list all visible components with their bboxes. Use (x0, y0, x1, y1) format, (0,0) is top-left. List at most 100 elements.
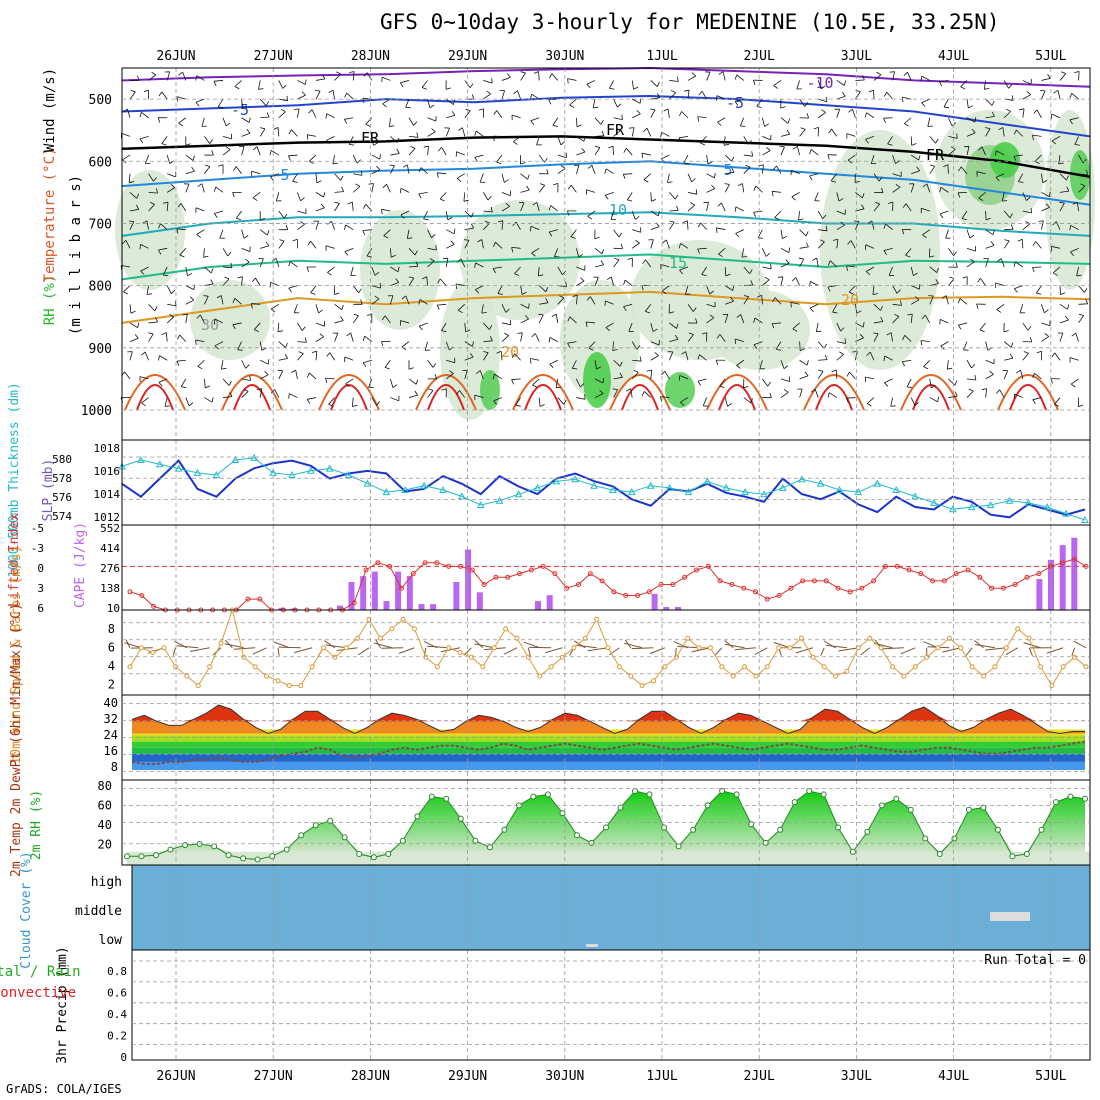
wind-barb (197, 359, 205, 367)
wind-barb (1017, 238, 1023, 242)
wind-barb (966, 360, 972, 369)
wind-barb (210, 268, 214, 274)
wind-barb (957, 324, 962, 330)
wind-barb (243, 235, 249, 239)
wind-barb (241, 276, 243, 286)
rh-point (399, 837, 406, 844)
wind-barb (213, 186, 217, 192)
wind-barb (551, 313, 557, 317)
lifted-index-point (363, 567, 369, 573)
wind-barb (939, 319, 949, 324)
wind-barb (504, 179, 509, 183)
wind-barb (706, 154, 709, 164)
rh-point (719, 788, 726, 794)
wind-barb (810, 281, 819, 286)
wind-barb (384, 367, 390, 370)
wind-barb (771, 322, 782, 324)
wind-barb (246, 129, 251, 134)
wind-barb (182, 71, 187, 81)
wind-barb (211, 397, 214, 403)
thickness-point (684, 488, 693, 496)
thickness-tick-label: 578 (52, 472, 72, 485)
x-tick-label-top: 2JUL (744, 49, 775, 64)
wind-barb (1047, 73, 1051, 79)
wind-barb (514, 353, 521, 361)
wind-barb (137, 322, 140, 328)
wind-speed-point (719, 664, 725, 670)
wind-barb (334, 73, 341, 81)
wind-barb (123, 108, 128, 113)
wind-barb (501, 77, 511, 81)
wind-barb (195, 207, 205, 212)
wind-barb (1018, 173, 1024, 182)
lifted-index-point (1024, 574, 1030, 580)
cape-bar (1071, 537, 1078, 610)
wind-barb (839, 351, 844, 355)
wind-barb (352, 186, 361, 193)
surface-wind-barb (675, 647, 677, 656)
wind-barb (935, 279, 939, 284)
wind-barb (968, 388, 974, 392)
pressure-axis-title: (m i l l i b a r s) (68, 175, 84, 335)
wind-barb (903, 71, 908, 76)
wind-barb (680, 243, 689, 249)
wind-barb (945, 229, 949, 239)
wind-speed-point (377, 635, 383, 641)
wind-barb (588, 341, 596, 349)
wind-barb (650, 192, 652, 202)
wind-barb (148, 74, 157, 81)
wind-barb (806, 113, 809, 119)
wind-barb (539, 404, 545, 407)
wind-barb (427, 98, 431, 108)
cloud-cover-fill (132, 865, 1090, 950)
wind-barb (643, 127, 648, 132)
wind-barb (827, 285, 837, 288)
lifted-index-point (469, 567, 475, 573)
wind-barb (1066, 175, 1069, 181)
wind-barb (464, 240, 470, 249)
wind-barb (174, 300, 177, 306)
lifted-index-point (788, 585, 794, 591)
wind-barb (890, 332, 893, 342)
wind-barb (1003, 370, 1009, 380)
cape-bar (371, 571, 378, 610)
surface-wind-barb (224, 643, 244, 649)
warm-contour (124, 374, 186, 411)
rh-area (127, 791, 1085, 852)
surface-wind-barb (277, 647, 280, 656)
wind-barb (156, 188, 158, 194)
wind-barb (500, 351, 503, 361)
wind-barb (623, 303, 633, 307)
wind-barb (887, 136, 893, 145)
wind-barb (724, 184, 730, 193)
wind-barb (340, 316, 344, 321)
wind-barb (436, 172, 439, 178)
wind-barb (1022, 108, 1025, 118)
wind-speed-point (1049, 683, 1055, 689)
rh-point (269, 853, 276, 860)
temp-tick-label: 24 (104, 728, 118, 742)
wind-barb (166, 316, 175, 324)
wind-barb (750, 280, 754, 286)
wind-barb (830, 180, 836, 183)
wind-barb (911, 143, 917, 146)
wind-barb (846, 265, 856, 268)
wind-barb (1059, 190, 1069, 193)
wind-speed-point (867, 635, 873, 641)
wind-barb (557, 397, 565, 405)
wind-barb (985, 217, 991, 221)
wind-barb (315, 322, 325, 327)
wind-barb (1054, 352, 1061, 361)
wind-barb (530, 120, 535, 125)
wind-barb (632, 359, 642, 362)
wind-barb (661, 285, 670, 292)
lifted-index-tick-label: -5 (31, 522, 44, 535)
wind-barb (457, 258, 462, 263)
wind-barb (818, 369, 824, 372)
wind-barb (307, 397, 317, 400)
wind-barb (669, 80, 679, 82)
wind-barb (371, 397, 377, 406)
wind-barb (291, 369, 296, 373)
wind-barb (334, 173, 341, 181)
wind-barb (464, 322, 466, 332)
